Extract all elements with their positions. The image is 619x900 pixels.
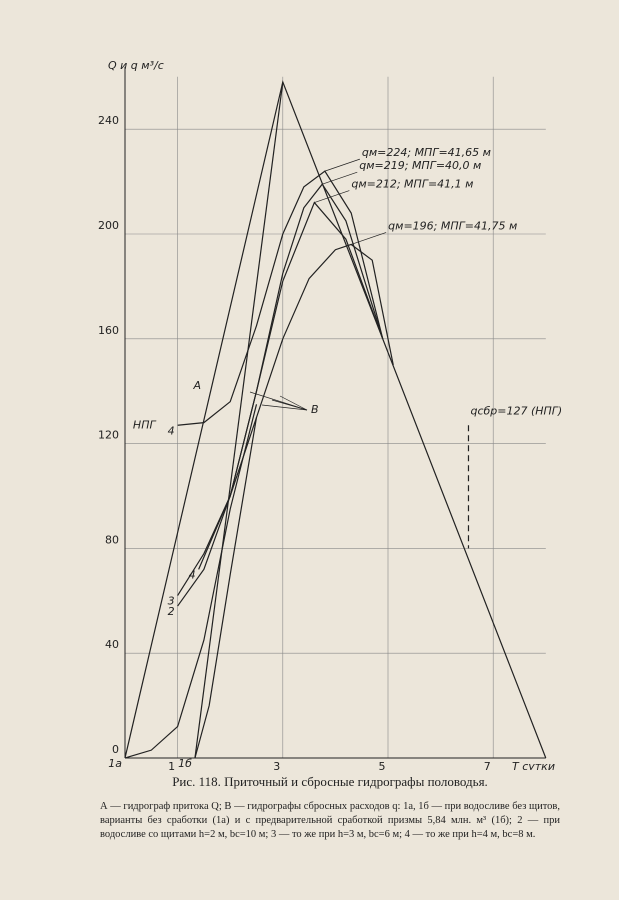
annotation-leader	[314, 190, 350, 203]
series-label: 2	[168, 605, 175, 618]
x-tick-label: 5	[379, 760, 386, 770]
annotation: qм=224; МПГ=41,65 м	[362, 146, 491, 159]
series-line	[177, 201, 384, 607]
y-tick-label: 200	[98, 219, 119, 232]
series-line	[177, 170, 384, 426]
annotation: qм=212; МПГ=41,1 м	[351, 178, 473, 191]
series-label: 1а	[108, 757, 122, 770]
x-tick-label: 7	[484, 760, 491, 770]
group-arrow	[279, 395, 308, 411]
y-axis-label: Q и q м³/с	[108, 59, 164, 72]
annotation: qм=219; МПГ=40,0 м	[359, 159, 481, 172]
y-tick-label: 240	[98, 114, 119, 127]
annotation-leader	[351, 232, 387, 245]
legend-text: А — гидрограф притока Q; В — гидрографы …	[100, 801, 560, 840]
chart: Q и q м³/с T сутки 0 40 80 120 160 200 240 1 3 5 7…	[98, 59, 562, 770]
annotation-leader	[322, 171, 358, 185]
series-label: 4	[168, 424, 175, 437]
series-line	[177, 243, 394, 596]
y-tick-label: 40	[105, 638, 119, 651]
annotation-leader	[324, 158, 360, 172]
level-label: НПГ	[133, 418, 157, 431]
series-line	[124, 404, 258, 759]
annotation: qм=196; МПГ=41,75 м	[388, 219, 517, 232]
y-tick-label: 160	[98, 324, 119, 337]
series-line	[124, 80, 547, 759]
y-tick-label: 0	[112, 743, 119, 756]
x-tick-label: 1	[168, 760, 175, 770]
group-arrow	[261, 404, 308, 411]
group-arrow	[271, 399, 308, 411]
series-line	[194, 81, 284, 759]
x-tick-label: 3	[273, 760, 280, 770]
series-label: 4	[189, 568, 196, 581]
series-line	[198, 183, 384, 570]
series-label: qсбр=127 (НПГ)	[470, 404, 562, 417]
series-label: 3	[168, 595, 175, 608]
series-label: A	[193, 379, 202, 392]
x-axis-label: T сутки	[512, 760, 555, 770]
series-label: 1б	[178, 757, 192, 770]
caption: Рис. 118. Приточный и сбросные гидрограф…	[172, 774, 488, 789]
series-line	[194, 417, 258, 759]
group-label: В	[311, 403, 319, 416]
y-tick-label: 120	[98, 429, 119, 442]
y-tick-label: 80	[105, 533, 119, 546]
